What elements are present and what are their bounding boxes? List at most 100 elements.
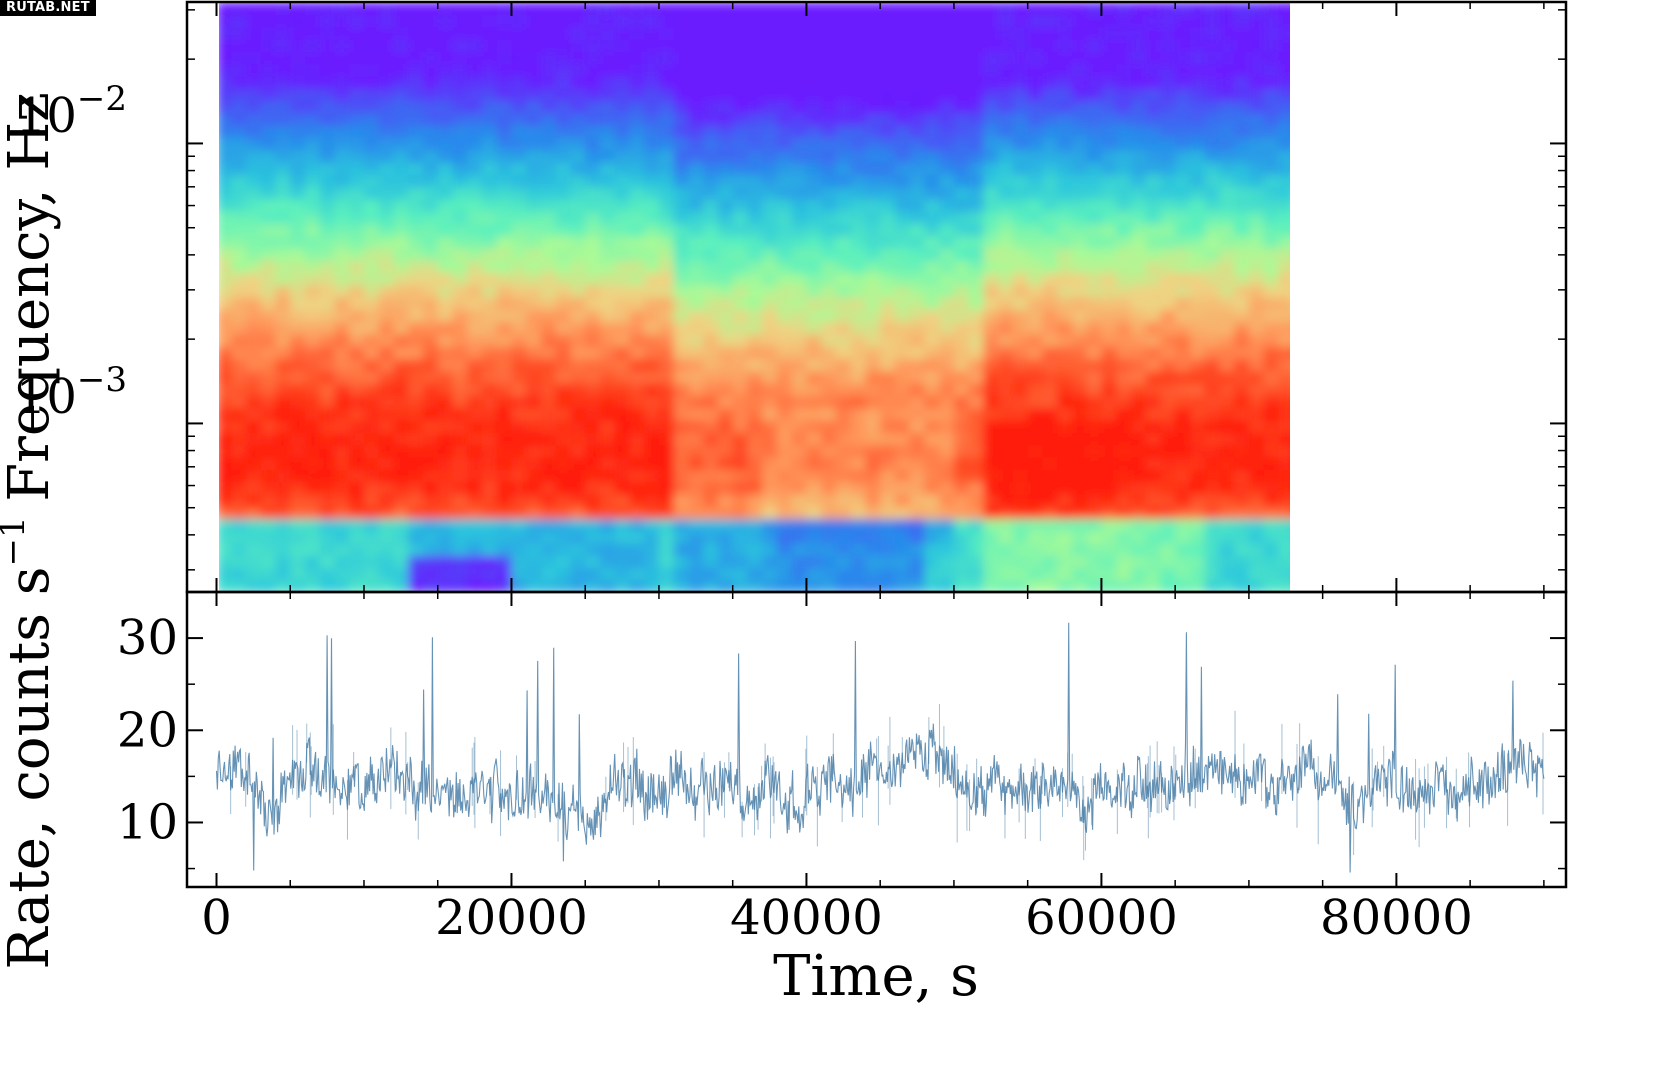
heatmap-cell bbox=[452, 174, 468, 188]
heatmap-cell bbox=[526, 14, 542, 28]
heatmap-cell bbox=[850, 321, 867, 335]
heatmap-cell bbox=[600, 174, 616, 188]
heatmap-cell bbox=[688, 38, 704, 52]
heatmap-cell bbox=[585, 63, 601, 77]
heatmap-cell bbox=[541, 407, 557, 421]
heatmap-cell bbox=[629, 481, 645, 495]
heatmap-cell bbox=[1293, 260, 1309, 273]
heatmap-cell bbox=[659, 542, 675, 556]
heatmap-cell bbox=[998, 26, 1014, 40]
heatmap-cell bbox=[791, 456, 808, 470]
heatmap-cell bbox=[1189, 481, 1206, 495]
heatmap-cell bbox=[939, 149, 955, 163]
heatmap-cell bbox=[924, 63, 940, 77]
heatmap-cell bbox=[718, 75, 734, 89]
heatmap-cell bbox=[791, 579, 808, 592]
heatmap-cell bbox=[378, 198, 395, 212]
heatmap-cell bbox=[511, 346, 527, 360]
heatmap-cell bbox=[1204, 432, 1221, 446]
heatmap-cell bbox=[275, 100, 291, 114]
heatmap-cell bbox=[231, 469, 247, 483]
heatmap-cell bbox=[334, 542, 350, 556]
heatmap-cell bbox=[467, 542, 483, 556]
heatmap-cell bbox=[570, 567, 586, 581]
heatmap-cell bbox=[541, 444, 557, 458]
heatmap-cell bbox=[452, 137, 468, 151]
heatmap-cell bbox=[600, 137, 616, 151]
heatmap-cell bbox=[835, 309, 852, 323]
heatmap-cell bbox=[452, 260, 468, 274]
heatmap-cell bbox=[732, 567, 749, 581]
heatmap-cell bbox=[1130, 542, 1147, 556]
heatmap-cell bbox=[496, 198, 513, 212]
heatmap-cell bbox=[1160, 75, 1176, 89]
heatmap-cell bbox=[231, 186, 247, 200]
heatmap-cell bbox=[423, 235, 439, 249]
heatmap-cell bbox=[482, 38, 498, 52]
heatmap-cell bbox=[688, 272, 704, 286]
heatmap-cell bbox=[1012, 174, 1029, 188]
heatmap-cell bbox=[939, 309, 955, 323]
heatmap-cell bbox=[880, 124, 896, 138]
heatmap-cell bbox=[821, 297, 837, 311]
heatmap-cell bbox=[1263, 100, 1280, 114]
heatmap-cell bbox=[246, 149, 262, 163]
heatmap-cell bbox=[437, 198, 454, 212]
heatmap-cell bbox=[555, 456, 572, 470]
heatmap-cell bbox=[246, 137, 262, 151]
heatmap-cell bbox=[260, 358, 277, 372]
heatmap-cell bbox=[894, 260, 911, 274]
heatmap-cell bbox=[1130, 346, 1147, 360]
heatmap-cell bbox=[865, 284, 881, 298]
heatmap-cell bbox=[1219, 542, 1235, 556]
heatmap-cell bbox=[467, 137, 483, 151]
heatmap-cell bbox=[1293, 14, 1309, 27]
heatmap-cell bbox=[983, 383, 999, 397]
heatmap-cell bbox=[290, 75, 306, 89]
heatmap-cell bbox=[511, 333, 527, 347]
heatmap-cell bbox=[1012, 530, 1029, 544]
heatmap-cell bbox=[452, 88, 468, 102]
heatmap-cell bbox=[718, 2, 734, 16]
heatmap-cell bbox=[305, 272, 321, 286]
heatmap-cell bbox=[1042, 555, 1058, 569]
heatmap-cell bbox=[246, 211, 262, 225]
heatmap-cell bbox=[939, 555, 955, 569]
heatmap-cell bbox=[762, 211, 778, 225]
heatmap-cell bbox=[1130, 567, 1147, 581]
heatmap-cell bbox=[452, 112, 468, 126]
heatmap-cell bbox=[378, 297, 395, 311]
heatmap-cell bbox=[600, 395, 616, 409]
heatmap-cell bbox=[305, 149, 321, 163]
heatmap-cell bbox=[688, 346, 704, 360]
heatmap-cell bbox=[275, 432, 291, 446]
heatmap-cell bbox=[423, 260, 439, 274]
heatmap-cell bbox=[393, 260, 409, 274]
heatmap-cell bbox=[953, 186, 970, 200]
heatmap-cell bbox=[821, 100, 837, 114]
heatmap-cell bbox=[349, 579, 365, 592]
heatmap-cell bbox=[467, 456, 483, 470]
heatmap-cell bbox=[231, 260, 247, 274]
heatmap-cell bbox=[482, 88, 498, 102]
heatmap-cell bbox=[703, 26, 719, 40]
heatmap-cell bbox=[791, 567, 808, 581]
heatmap-cell bbox=[983, 100, 999, 114]
heatmap-cell bbox=[673, 530, 690, 544]
heatmap-cell bbox=[762, 555, 778, 569]
heatmap-cell bbox=[496, 260, 513, 274]
heatmap-cell bbox=[1042, 567, 1058, 581]
heatmap-cell bbox=[850, 75, 867, 89]
heatmap-cell bbox=[423, 112, 439, 126]
heatmap-cell bbox=[747, 88, 763, 102]
heatmap-cell bbox=[718, 383, 734, 397]
heatmap-cell bbox=[1012, 506, 1029, 520]
heatmap-cell bbox=[614, 358, 631, 372]
heatmap-cell bbox=[983, 63, 999, 77]
heatmap-cell bbox=[1101, 100, 1117, 114]
heatmap-cell bbox=[850, 469, 867, 483]
heatmap-cell bbox=[968, 383, 985, 397]
heatmap-cell bbox=[791, 186, 808, 200]
heatmap-cell bbox=[1234, 161, 1250, 175]
heatmap-cell bbox=[1204, 235, 1221, 249]
